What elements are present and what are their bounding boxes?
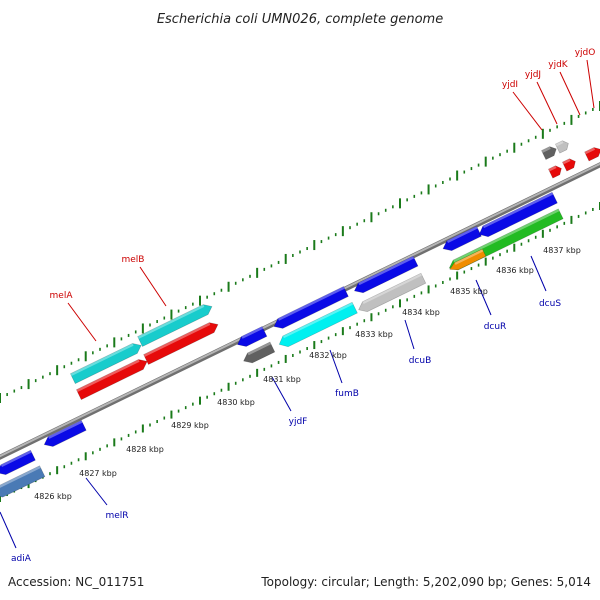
fumB-label: fumB	[335, 389, 359, 399]
gene-yjdI	[541, 146, 557, 160]
gene-adiA-blue	[0, 449, 36, 475]
dcuR-label: dcuR	[484, 322, 507, 332]
gene-melA-lower	[76, 359, 148, 400]
gene-yjdK-2	[562, 158, 576, 172]
melA-label: melA	[50, 291, 74, 301]
yjdO-leader	[586, 59, 595, 109]
yjdK-label: yjdK	[548, 60, 569, 70]
melR-leader	[85, 477, 108, 506]
yjdJ-label: yjdJ	[525, 70, 541, 80]
gene-dcuB	[358, 272, 427, 312]
gene-yjdJ	[555, 140, 569, 154]
gene-yjdO	[584, 147, 600, 162]
label-leader-lines	[0, 59, 595, 549]
gene-melB-upper	[137, 304, 213, 347]
melB-leader	[139, 266, 167, 307]
yjdF-leader	[271, 376, 292, 412]
scale-label: 4829 kbp	[171, 421, 209, 430]
adiA-label: adiA	[11, 554, 32, 564]
gene-yjdF	[243, 341, 276, 364]
yjdJ-leader	[536, 81, 558, 125]
gene-yjdF-blue	[237, 326, 268, 347]
scale-label: 4827 kbp	[79, 469, 117, 478]
gene-adiA	[0, 465, 46, 498]
gene-fumB	[278, 301, 358, 348]
yjdI-label: yjdI	[502, 80, 518, 90]
genome-title: Escherichia coli UMN026, complete genome	[157, 12, 443, 27]
gene-melA-upper	[70, 343, 142, 384]
scale-label: 4837 kbp	[543, 246, 581, 255]
scale-label: 4828 kbp	[126, 445, 164, 454]
gene-melR	[43, 420, 87, 447]
melB-label: melB	[122, 255, 145, 265]
yjdK-leader	[559, 71, 581, 116]
dcuS-leader	[530, 255, 547, 292]
dcuB-leader	[404, 319, 415, 350]
gene-dcuS-blue	[478, 191, 558, 238]
melR-label: melR	[105, 511, 128, 521]
adiA-leader	[0, 511, 17, 549]
gene-features	[0, 140, 600, 498]
scale-label: 4834 kbp	[402, 308, 440, 317]
scale-label: 4831 kbp	[263, 375, 301, 384]
scale-label: 4833 kbp	[355, 330, 393, 339]
scale-label: 4826 kbp	[34, 492, 72, 501]
scale-label: 4832 kbp	[309, 351, 347, 360]
scale-label: 4835 kbp	[450, 287, 488, 296]
yjdF-label: yjdF	[289, 417, 308, 427]
gene-yjdK	[548, 165, 562, 179]
fumB-leader	[329, 349, 343, 384]
scale-label: 4830 kbp	[217, 398, 255, 407]
top-ruler-ticks	[0, 101, 600, 403]
accession-label: Accession: NC_011751	[8, 575, 144, 589]
dcuR-leader	[475, 279, 492, 316]
gene-dcuR	[449, 248, 487, 271]
genome-summary: Topology: circular; Length: 5,202,090 bp…	[260, 575, 591, 589]
gene-melB-lower	[143, 322, 219, 365]
gene-labels: melA melB yjdI yjdJ yjdK yjdO adiA melR yjdF fumB…	[11, 48, 595, 564]
yjdI-leader	[512, 91, 543, 131]
gene-fumB-blue	[273, 286, 349, 329]
scale-label: 4836 kbp	[496, 266, 534, 275]
gene-dcuB-blue	[353, 255, 419, 294]
dcuS-label: dcuS	[539, 299, 561, 309]
melA-leader	[67, 302, 97, 342]
dcuB-label: dcuB	[409, 356, 432, 366]
bottom-ruler-ticks	[0, 202, 600, 502]
yjdO-label: yjdO	[575, 48, 596, 58]
scale-tick-labels: 4826 kbp 4827 kbp 4828 kbp 4829 kbp 4830 kbp…	[34, 246, 581, 501]
